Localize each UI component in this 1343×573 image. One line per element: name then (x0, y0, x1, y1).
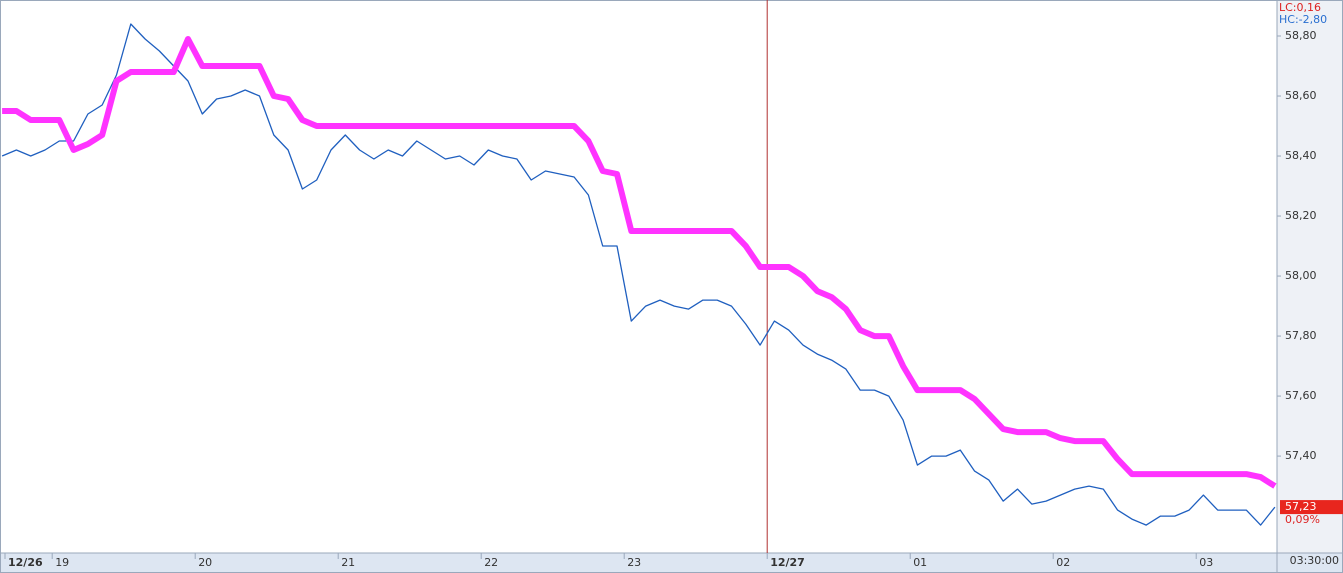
x-axis-panel (0, 553, 1343, 573)
change-label: 0,09% (1285, 513, 1320, 526)
x-tick-label: 20 (198, 556, 212, 569)
y-tick-label: 58,00 (1285, 269, 1317, 282)
time-label: 03:30:00 (1290, 554, 1339, 567)
x-tick-label: 12/27 (770, 556, 805, 569)
price-line (1, 23, 1276, 526)
last-price-label: 57,23 (1285, 500, 1317, 513)
last-price-box (1280, 500, 1343, 515)
x-tick-label: 03 (1199, 556, 1213, 569)
y-tick-label: 58,60 (1285, 89, 1317, 102)
x-tick-label: 12/26 (8, 556, 43, 569)
x-tick-label: 23 (627, 556, 641, 569)
x-tick-label: 01 (913, 556, 927, 569)
y-tick-label: 57,40 (1285, 449, 1317, 462)
x-tick-label: 02 (1056, 556, 1070, 569)
stop-line (2, 36, 1277, 489)
x-tick-label: 22 (484, 556, 498, 569)
hc-label: HC:-2,80 (1279, 13, 1327, 26)
x-tick-label: 21 (341, 556, 355, 569)
y-tick-label: 58,40 (1285, 149, 1317, 162)
y-axis-panel (1277, 0, 1343, 573)
lc-label: LC:0,16 (1279, 1, 1321, 14)
x-tick-label: 19 (55, 556, 69, 569)
y-tick-label: 57,60 (1285, 389, 1317, 402)
y-tick-label: 57,80 (1285, 329, 1317, 342)
y-tick-label: 58,20 (1285, 209, 1317, 222)
y-tick-label: 58,80 (1285, 29, 1317, 42)
